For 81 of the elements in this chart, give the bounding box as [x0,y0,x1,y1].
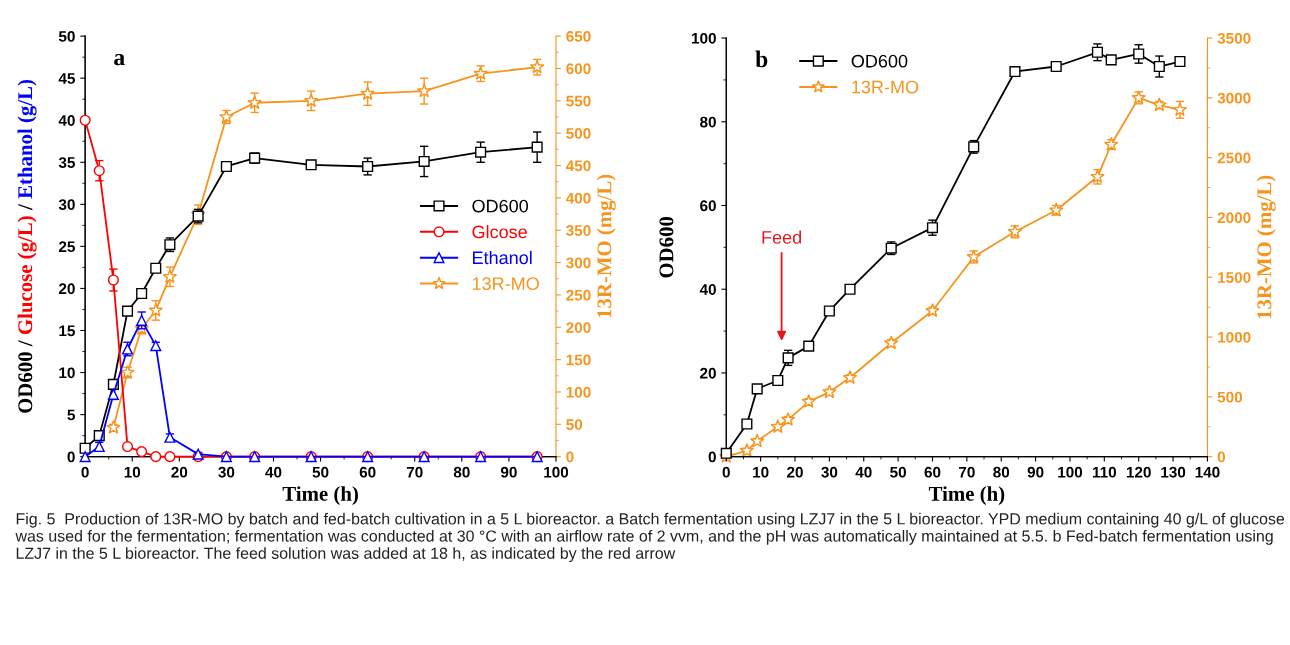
y2-tick-label: 100 [566,386,591,398]
legend-label: Ethanol [473,250,532,265]
legend-label: Glcose [472,225,527,239]
chart-title: b [755,50,768,68]
y2-tick-label: 1000 [1218,331,1251,343]
y-axis-title: OD600 / Glucose (g/L) / Ethanol (g/L) [17,79,37,413]
y-axis-title: OD600 [659,216,674,278]
y-tick-label: 40 [58,115,75,126]
y2-tick-label: 1500 [1218,272,1251,283]
legend-label: OD600 [472,199,529,213]
y-tick-label: 80 [700,116,716,128]
x-tick-label: 20 [787,466,803,478]
x-axis-title: Time (h) [928,486,1005,506]
y2-tick-label: 400 [565,192,591,204]
y-tick-label: 40 [699,284,716,295]
x-tick-label: 140 [1195,466,1220,478]
y2-tick-label: 0 [1217,451,1226,463]
y-tick-label: 0 [708,451,716,463]
x-tick-label: 130 [1161,466,1186,478]
x-tick-label: 0 [81,466,89,478]
caption: Fig. 5 Production of 13R-MO by batch and fed-batch cultivation in a 5 L bioreactor. a Batch fermentation using LZJ7 in the 5 L bioreactor. YPD medium containing 40 g/L of glucose was used for the fermentation; fermentation was conducted at 30 °C with an airflow rate of 2 vvm, and the pH was automatically maintained at 5.5. b Fed-batch fermentation using LZJ7 in the 5 L bioreactor. The feed solution was added at 18 h, as indicated by the red arrow [15,512,1285,563]
y2-axis-title: 13R-MO (mg/L) [596,174,616,318]
x-tick-label: 90 [1027,466,1044,478]
y2-tick-label: 3500 [1217,32,1251,44]
y2-tick-label: 500 [1217,391,1243,403]
y2-tick-label: 250 [566,289,591,301]
legend-label: 13R-MO [852,80,919,94]
y-tick-label: 30 [58,199,75,211]
y-tick-label: 100 [692,32,716,44]
x-tick-label: 10 [124,466,141,478]
annotation: Feed [762,230,802,244]
y2-tick-label: 350 [566,225,591,236]
y-tick-label: 35 [58,157,75,168]
x-tick-label: 70 [406,466,423,478]
y2-tick-label: 300 [566,257,591,269]
y2-axis-title: 13R-MO (mg/L) [1256,175,1276,319]
y2-tick-label: 200 [566,322,591,333]
y-tick-label: 60 [700,200,716,212]
y-tick-label: 25 [58,241,75,253]
y2-tick-label: 500 [566,128,591,139]
x-tick-label: 60 [359,466,376,478]
y-tick-label: 50 [58,30,75,42]
x-tick-label: 100 [1058,466,1083,478]
legend-label: OD600 [851,54,908,68]
x-tick-label: 100 [544,466,569,478]
y2-tick-label: 450 [565,160,591,172]
x-tick-label: 80 [453,466,470,478]
y-tick-label: 15 [59,325,75,337]
x-tick-label: 0 [722,466,730,478]
chart-title: a [114,54,125,66]
y2-tick-label: 550 [566,95,591,107]
x-tick-label: 40 [855,466,872,478]
x-tick-label: 40 [265,466,282,478]
y2-tick-label: 600 [566,63,591,75]
y-tick-label: 10 [59,367,75,379]
y-tick-label: 20 [700,367,716,379]
y2-tick-label: 0 [566,451,574,463]
y2-tick-label: 2000 [1217,212,1251,224]
x-tick-label: 50 [890,466,906,478]
x-tick-label: 110 [1092,466,1117,478]
y2-tick-label: 50 [566,419,583,430]
x-tick-label: 90 [500,466,517,478]
y-tick-label: 0 [67,451,75,463]
x-tick-label: 80 [993,466,1010,478]
x-axis-title: Time (h) [282,486,358,506]
y2-tick-label: 650 [566,30,591,42]
legend-label: 13R-MO [472,277,539,291]
x-tick-label: 20 [171,466,188,478]
y-tick-label: 5 [67,409,75,421]
x-tick-label: 70 [959,466,975,478]
y2-tick-label: 2500 [1217,152,1251,164]
x-tick-label: 60 [924,466,941,478]
x-tick-label: 50 [312,466,329,478]
x-tick-label: 30 [821,466,838,478]
y-tick-label: 20 [58,283,75,295]
y-tick-label: 45 [58,73,75,84]
y2-tick-label: 3000 [1217,92,1251,104]
x-tick-label: 10 [753,466,769,478]
x-tick-label: 30 [218,466,235,478]
y2-tick-label: 150 [566,354,591,366]
x-tick-label: 120 [1126,466,1151,478]
